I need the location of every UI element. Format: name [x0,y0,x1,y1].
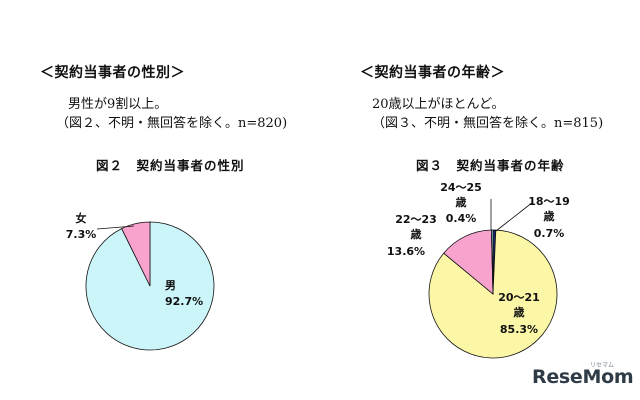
age-label-24-25: 24～25 歳 [440,181,482,209]
gender-heading: ＜契約当事者の性別＞ [40,65,185,81]
age-value-22-23: 13.6% [386,245,426,258]
age-value-24-25: 0.4% [445,212,477,225]
age-label-22-23: 22～23 歳 [395,213,437,241]
age-18-19-leader-line [495,201,534,232]
age-note: （図３、不明・無回答を除く。n=815) [372,116,604,131]
gender-label-female: 女 [75,212,87,225]
age-slice-3 [490,229,494,295]
age-slice-2 [443,229,494,295]
logo-subtext: リセマム [590,362,615,369]
age-heading: ＜契約当事者の年齢＞ [360,65,505,81]
gender-summary: 男性が9割以上。 [68,97,168,112]
age-label-18-19: 18～19 歳 [528,195,570,223]
age-value-18-19: 0.7% [533,227,565,240]
gender-note: （図２、不明・無回答を除く。n=820) [56,116,288,131]
gender-label-male: 男 [165,279,176,292]
age-value-20-21: 85.3% [499,323,539,336]
age-figure-title: 図３ 契約当事者の年齢 [416,158,565,173]
age-summary: 20歳以上がほとんど。 [372,97,505,112]
gender-value-male: 92.7% [165,295,204,308]
age-label-20-21: 20～21 歳 [498,291,540,319]
gender-value-female: 7.3% [65,228,97,241]
resemom-logo: ReseMom [532,366,634,388]
gender-figure-title: 図２ 契約当事者の性別 [96,158,245,173]
gender-female-leader-line [96,225,135,230]
gender-slice-1 [121,221,151,287]
